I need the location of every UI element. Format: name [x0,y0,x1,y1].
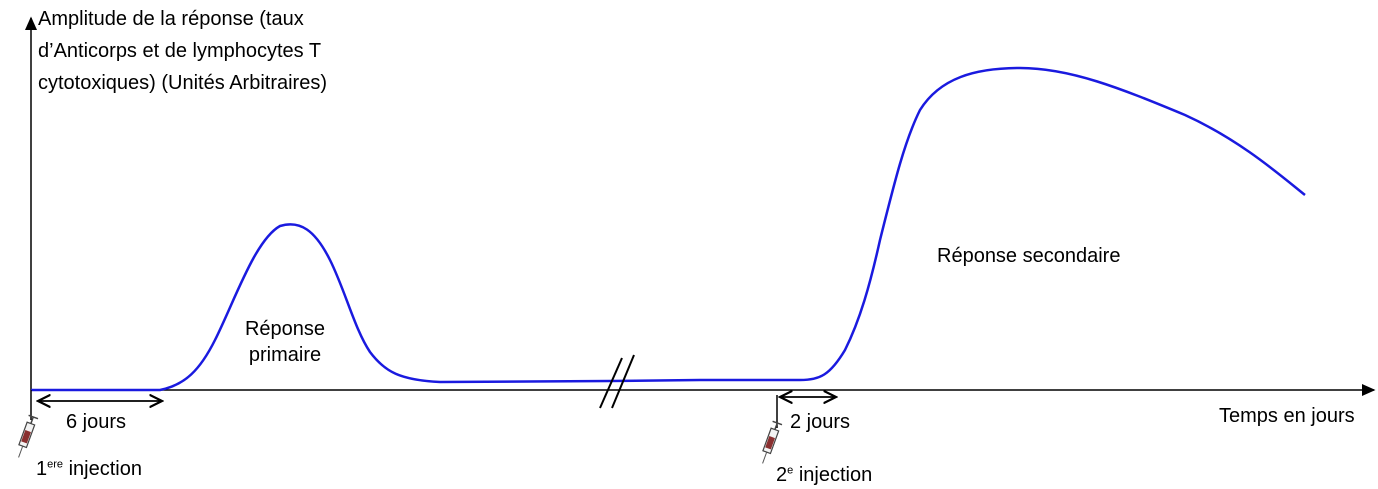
primary-response-label-line1: Réponse [244,318,326,340]
syringe-icon [18,414,39,458]
injection-text-1: injection [68,458,142,480]
injection-label-1: 1ere injection [36,456,142,482]
y-axis-label: Amplitude de la réponse (taux d’Anticorp… [38,8,327,94]
x-axis-label: Temps en jours [1219,405,1355,427]
injection-superscript-1: ere [47,458,64,471]
axis-break-icon [599,354,635,409]
interval-label-second: 2 jours [790,411,851,433]
primary-response-label: Réponse primaire [240,316,330,368]
secondary-response-label: Réponse secondaire [937,245,1121,267]
response-curve [31,66,1306,392]
injection-number-1: 1 [36,458,48,480]
injection-text-2: injection [798,464,873,486]
syringe-icon [762,420,783,464]
injection-superscript-2: e [787,464,794,477]
injection-number-2: 2 [776,464,788,486]
interval-label-first: 6 jours [66,411,127,433]
injection-label-2: 2e injection [776,462,872,488]
primary-response-label-line2: primaire [248,344,322,366]
